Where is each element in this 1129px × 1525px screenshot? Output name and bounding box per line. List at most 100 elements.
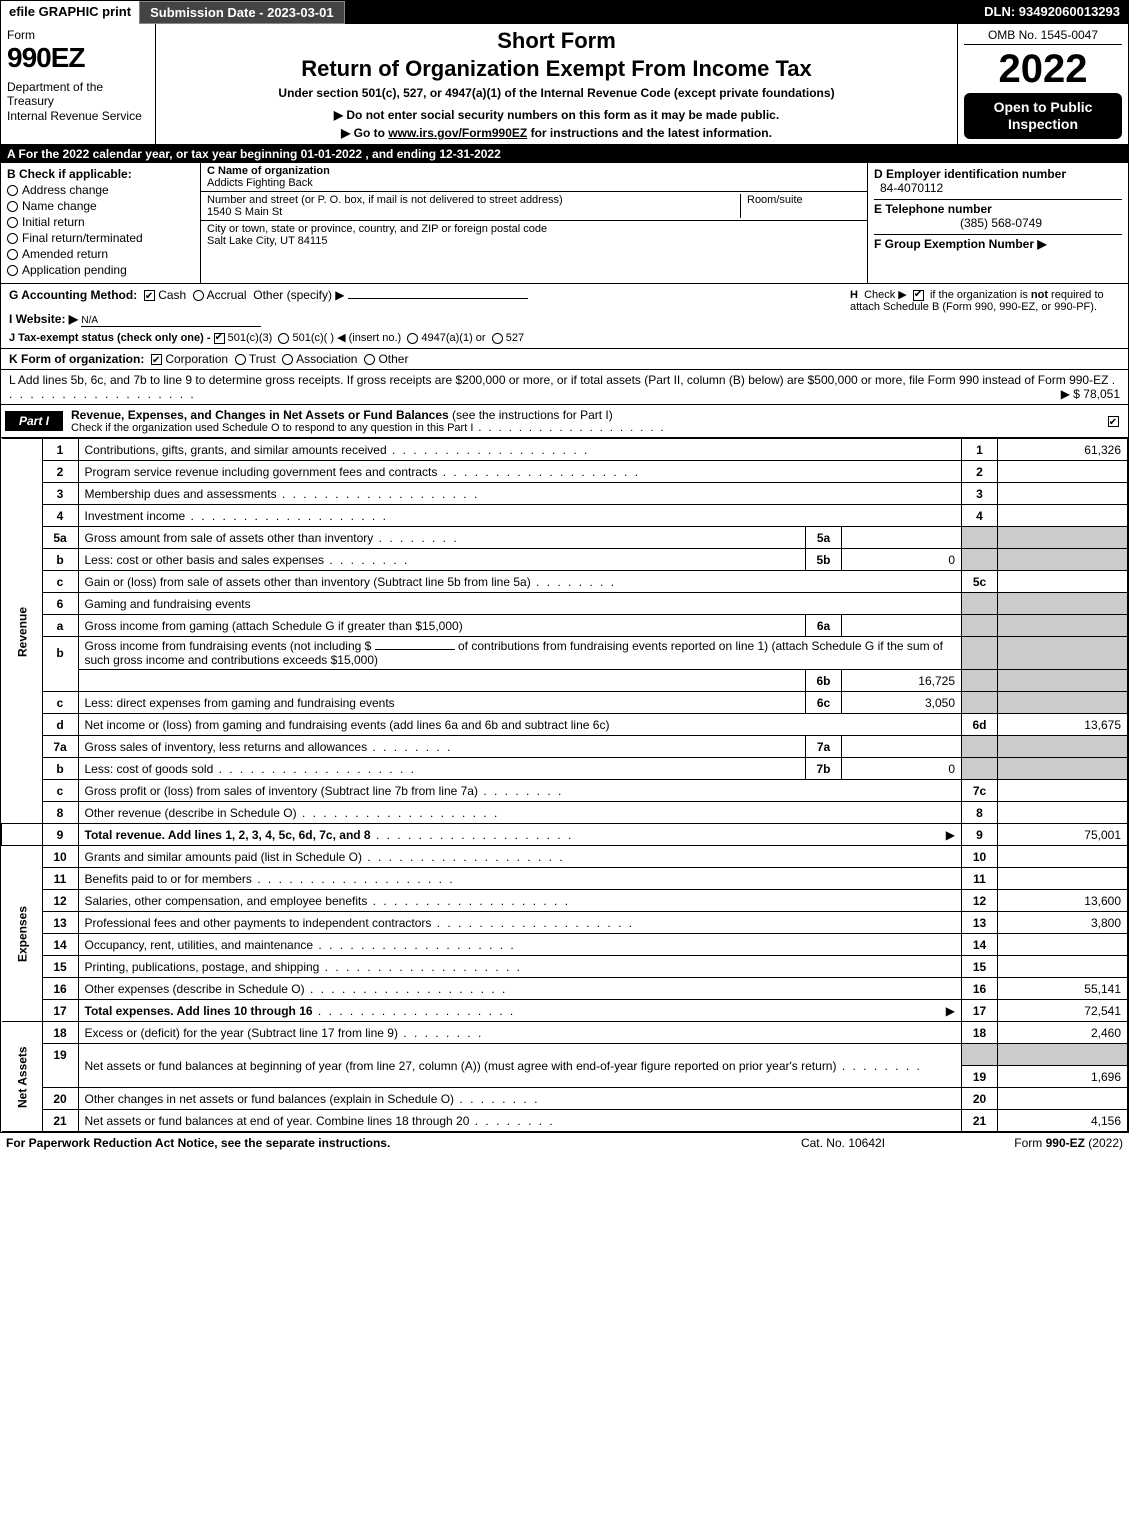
shaded-cell [962,758,998,780]
checkbox-icon[interactable] [7,249,18,260]
phone-label: E Telephone number [874,202,992,216]
line-11: 11 Benefits paid to or for members 11 [2,868,1128,890]
desc-text: Professional fees and other payments to … [85,916,432,930]
chk-4947[interactable] [407,333,418,344]
chk-label: Amended return [22,247,108,261]
checkbox-icon[interactable] [7,233,18,244]
line-5c: c Gain or (loss) from sale of assets oth… [2,571,1128,593]
desc-text: Less: cost or other basis and sales expe… [85,553,324,567]
chk-address-change[interactable]: Address change [7,183,194,197]
line-desc: Grants and similar amounts paid (list in… [78,846,962,868]
line-5a: 5a Gross amount from sale of assets othe… [2,527,1128,549]
line-amount [998,483,1128,505]
chk-initial-return[interactable]: Initial return [7,215,194,229]
line-desc: Membership dues and assessments [78,483,962,505]
dots [478,784,563,798]
chk-application-pending[interactable]: Application pending [7,263,194,277]
irs-url[interactable]: www.irs.gov/Form990EZ [388,126,527,140]
line-no: 6 [42,593,78,615]
checkbox-icon[interactable] [7,185,18,196]
chk-label: Final return/terminated [22,231,143,245]
checkbox-icon[interactable] [7,201,18,212]
line-3: 3 Membership dues and assessments 3 [2,483,1128,505]
line-desc: Excess or (deficit) for the year (Subtra… [78,1022,962,1044]
opt-4947: 4947(a)(1) or [421,332,485,344]
line-no: 13 [42,912,78,934]
line-amount [998,846,1128,868]
line-amount [998,505,1128,527]
chk-other-org[interactable] [364,354,375,365]
chk-accrual[interactable] [193,290,204,301]
desc-text: Investment income [85,509,186,523]
checkbox-icon[interactable] [7,265,18,276]
sub-amount: 0 [842,549,962,571]
other-label: Other (specify) ▶ [253,288,344,302]
revenue-section-label: Revenue [2,439,43,824]
website-label: I Website: ▶ [9,312,78,326]
dots [324,553,409,567]
line-2: 2 Program service revenue including gove… [2,461,1128,483]
contributions-input[interactable] [375,649,455,650]
accrual-label: Accrual [207,288,247,302]
opt-association: Association [296,352,357,366]
chk-501c3[interactable] [214,333,225,344]
desc-text: Program service revenue including govern… [85,465,438,479]
chk-cash[interactable] [144,290,155,301]
line-4: 4 Investment income 4 [2,505,1128,527]
line-no: 19 [42,1044,78,1066]
dots [531,575,616,589]
form-number: 990EZ [7,42,149,74]
dln: DLN: 93492060013293 [976,1,1128,24]
chk-501c[interactable] [278,333,289,344]
desc-text: Grants and similar amounts paid (list in… [85,850,362,864]
chk-name-change[interactable]: Name change [7,199,194,213]
line-16: 16 Other expenses (describe in Schedule … [2,978,1128,1000]
line-21: 21 Net assets or fund balances at end of… [2,1110,1128,1132]
line-desc: Occupancy, rent, utilities, and maintena… [78,934,962,956]
chk-527[interactable] [492,333,503,344]
line-amount [998,571,1128,593]
other-specify-input[interactable] [348,298,528,299]
line-no: 12 [42,890,78,912]
chk-schedule-b[interactable] [913,290,924,301]
section-h: H Check ▶ if the organization is not req… [840,288,1120,344]
dots [213,762,416,776]
checkbox-icon[interactable] [7,217,18,228]
line-l-text: L Add lines 5b, 6c, and 7b to line 9 to … [9,373,1108,387]
section-l: L Add lines 5b, 6c, and 7b to line 9 to … [1,370,1128,405]
efile-print-label[interactable]: efile GRAPHIC print [1,1,139,24]
dots [297,806,500,820]
paperwork-notice: For Paperwork Reduction Act Notice, see … [6,1136,743,1150]
line-no: b [42,637,78,670]
line-9: 9 Total revenue. Add lines 1, 2, 3, 4, 5… [2,824,1128,846]
part-1-subtitle: (see the instructions for Part I) [452,408,613,422]
chk-corporation[interactable] [151,354,162,365]
desc-text: Benefits paid to or for members [85,872,252,886]
shaded-cell [962,670,998,692]
chk-amended-return[interactable]: Amended return [7,247,194,261]
line-ref: 7c [962,780,998,802]
line-no: c [42,571,78,593]
line-desc: Gross income from fundraising events (no… [78,637,962,670]
line-no: 21 [42,1110,78,1132]
line-desc: Salaries, other compensation, and employ… [78,890,962,912]
phone-value: (385) 568-0749 [874,216,1122,230]
line-desc: Gross income from gaming (attach Schedul… [78,615,806,637]
line-no: b [42,758,78,780]
sub-ref: 7a [806,736,842,758]
desc-text: Net assets or fund balances at end of ye… [85,1114,470,1128]
line-amount: 13,600 [998,890,1128,912]
shaded-cell [998,593,1128,615]
chk-trust[interactable] [235,354,246,365]
chk-final-return[interactable]: Final return/terminated [7,231,194,245]
desc-text-1: Gross income from fundraising events (no… [85,639,372,653]
line-amount: 3,800 [998,912,1128,934]
chk-association[interactable] [282,354,293,365]
desc-text: Membership dues and assessments [85,487,277,501]
line-no: 20 [42,1088,78,1110]
form-year: (2022) [1085,1136,1123,1150]
line-6: 6 Gaming and fundraising events [2,593,1128,615]
chk-schedule-o[interactable] [1108,416,1119,427]
part-1-table: Revenue 1 Contributions, gifts, grants, … [1,438,1128,1132]
instructions-link[interactable]: ▶ Go to www.irs.gov/Form990EZ for instru… [166,126,947,140]
